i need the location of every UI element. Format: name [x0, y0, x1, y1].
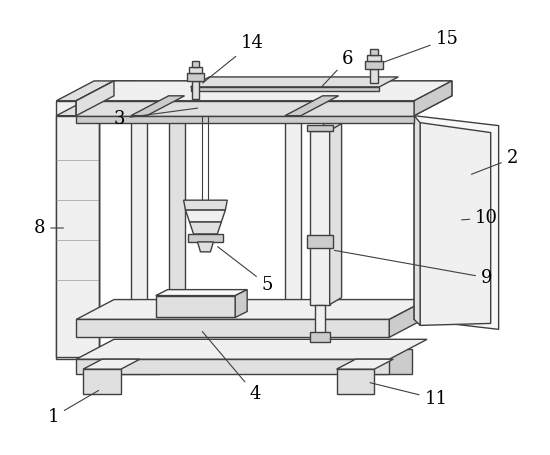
Polygon shape: [56, 116, 99, 357]
Text: 15: 15: [384, 30, 458, 62]
Polygon shape: [337, 359, 393, 369]
Polygon shape: [185, 210, 226, 222]
Polygon shape: [344, 369, 366, 374]
Polygon shape: [389, 299, 427, 337]
Polygon shape: [414, 116, 420, 325]
Polygon shape: [76, 299, 427, 319]
Text: 10: 10: [461, 209, 498, 227]
Polygon shape: [76, 81, 114, 116]
Polygon shape: [191, 81, 200, 99]
Polygon shape: [365, 61, 383, 69]
Text: 9: 9: [334, 250, 492, 287]
Text: 11: 11: [370, 383, 448, 408]
Polygon shape: [184, 200, 227, 210]
Polygon shape: [190, 222, 221, 234]
Text: 6: 6: [322, 50, 353, 87]
Polygon shape: [91, 369, 113, 374]
Polygon shape: [156, 296, 235, 318]
Polygon shape: [329, 124, 342, 304]
Polygon shape: [189, 67, 202, 73]
Text: 4: 4: [202, 332, 261, 403]
Polygon shape: [285, 96, 339, 116]
Polygon shape: [76, 101, 414, 116]
Polygon shape: [83, 369, 121, 394]
Polygon shape: [337, 369, 375, 394]
Polygon shape: [76, 339, 427, 359]
Polygon shape: [56, 101, 99, 359]
Text: 3: 3: [113, 108, 197, 128]
Polygon shape: [56, 81, 137, 101]
Text: 2: 2: [471, 149, 518, 174]
Polygon shape: [414, 81, 452, 116]
Polygon shape: [76, 319, 389, 337]
Polygon shape: [310, 131, 329, 304]
Polygon shape: [414, 81, 452, 116]
Text: 8: 8: [34, 219, 63, 237]
Polygon shape: [370, 49, 378, 55]
Polygon shape: [382, 349, 404, 354]
Polygon shape: [76, 81, 452, 101]
Polygon shape: [121, 349, 159, 374]
Polygon shape: [235, 290, 247, 318]
Polygon shape: [76, 116, 414, 123]
Polygon shape: [315, 304, 324, 334]
Polygon shape: [367, 55, 381, 61]
Polygon shape: [323, 96, 339, 299]
Polygon shape: [310, 332, 329, 342]
Polygon shape: [307, 125, 333, 131]
Polygon shape: [190, 87, 380, 91]
Polygon shape: [186, 73, 205, 81]
Polygon shape: [129, 349, 151, 354]
Text: 1: 1: [48, 390, 98, 426]
Polygon shape: [131, 96, 185, 116]
Polygon shape: [56, 96, 137, 116]
Polygon shape: [191, 61, 200, 67]
Polygon shape: [197, 242, 213, 252]
Polygon shape: [76, 81, 452, 101]
Polygon shape: [285, 116, 301, 319]
Polygon shape: [375, 349, 412, 374]
Polygon shape: [83, 359, 140, 369]
Polygon shape: [156, 290, 247, 296]
Polygon shape: [307, 235, 333, 248]
Polygon shape: [190, 77, 398, 87]
Polygon shape: [370, 69, 378, 83]
Polygon shape: [76, 359, 389, 374]
Polygon shape: [414, 116, 499, 329]
Polygon shape: [188, 234, 223, 242]
Polygon shape: [131, 116, 147, 319]
Polygon shape: [76, 81, 114, 116]
Polygon shape: [420, 123, 491, 325]
Polygon shape: [76, 101, 414, 116]
Polygon shape: [169, 96, 185, 299]
Text: 5: 5: [218, 247, 273, 293]
Text: 14: 14: [202, 34, 263, 83]
